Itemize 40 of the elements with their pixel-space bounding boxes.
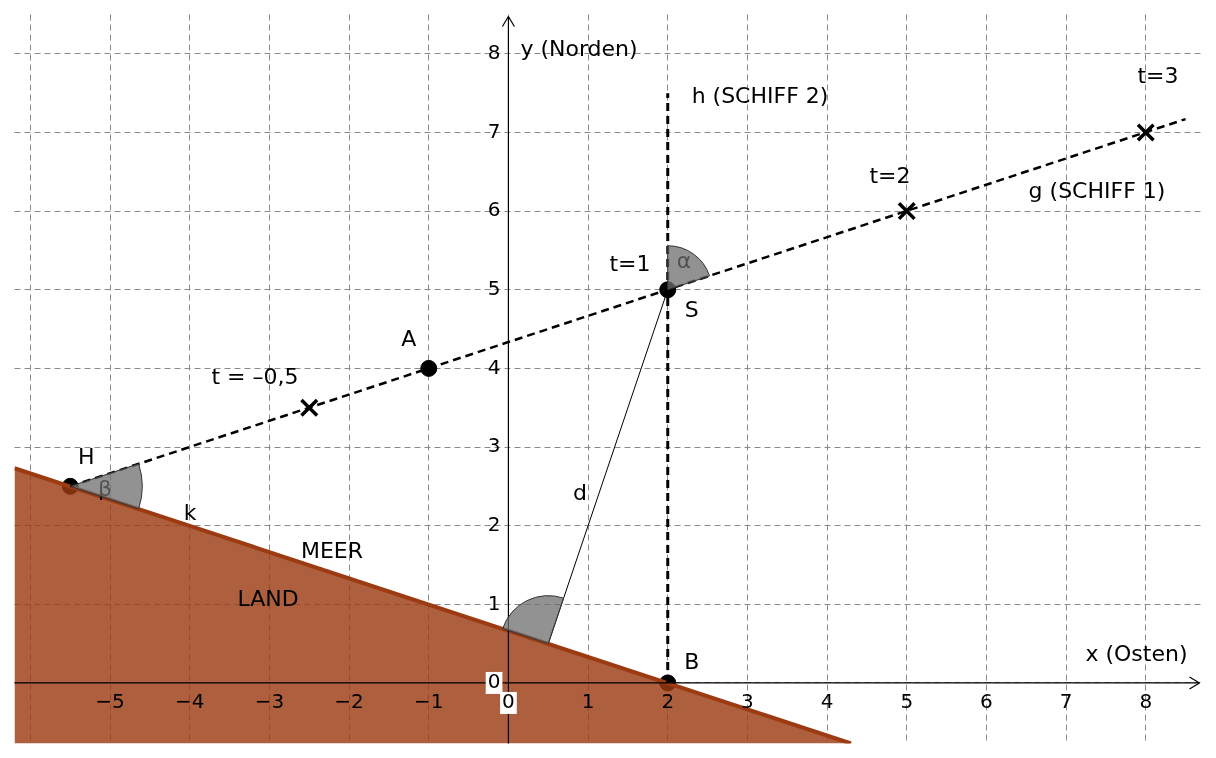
x-tick-label: −5 <box>95 689 125 714</box>
annotation: t = –0,5 <box>211 363 299 389</box>
x-tick-label: −4 <box>175 689 205 714</box>
x-tick-label: 5 <box>900 689 914 714</box>
annotation: t=1 <box>609 250 651 276</box>
data-label: A <box>401 326 417 352</box>
data-label: H <box>77 444 95 470</box>
y-tick-label: 2 <box>487 511 501 536</box>
x-tick-label: 6 <box>980 689 993 714</box>
x-tick-label: 7 <box>1059 689 1073 714</box>
x-tick-label: 4 <box>820 689 834 714</box>
annotation: α <box>676 247 692 273</box>
y-tick-label: 3 <box>487 433 501 458</box>
annotation: t=3 <box>1137 62 1179 88</box>
y-tick-label: 7 <box>487 118 501 143</box>
x-tick-label: 3 <box>741 689 754 714</box>
x-tick-label: −2 <box>334 689 364 714</box>
x-tick-label: −3 <box>254 689 285 714</box>
series-label: d <box>573 479 587 505</box>
y-axis-title: y (Norden) <box>520 36 638 62</box>
annotation: LAND <box>237 585 299 611</box>
x-axis-title: x (Osten) <box>1085 640 1188 666</box>
annotation: MEER <box>300 537 364 563</box>
series-label: g (SCHIFF 1) <box>1028 177 1166 203</box>
series-label: h (SCHIFF 2) <box>691 82 829 108</box>
series-label: k <box>183 499 197 525</box>
annotation: β <box>97 475 113 501</box>
x-tick-label: −1 <box>414 689 444 714</box>
x-tick-label: 2 <box>661 689 675 714</box>
x-tick-label: 1 <box>581 689 595 714</box>
y-tick-label: 8 <box>487 40 501 65</box>
y-tick-label: 6 <box>487 197 501 222</box>
x-tick-label: 8 <box>1139 689 1153 714</box>
data-label: B <box>684 648 700 674</box>
y-tick-label: 1 <box>487 590 501 615</box>
annotation: t=2 <box>869 162 911 188</box>
y-tick-label: 4 <box>487 354 501 379</box>
y-tick-label: 5 <box>487 275 501 300</box>
data-label: S <box>684 297 699 323</box>
y-tick-label: 0 <box>487 669 501 694</box>
